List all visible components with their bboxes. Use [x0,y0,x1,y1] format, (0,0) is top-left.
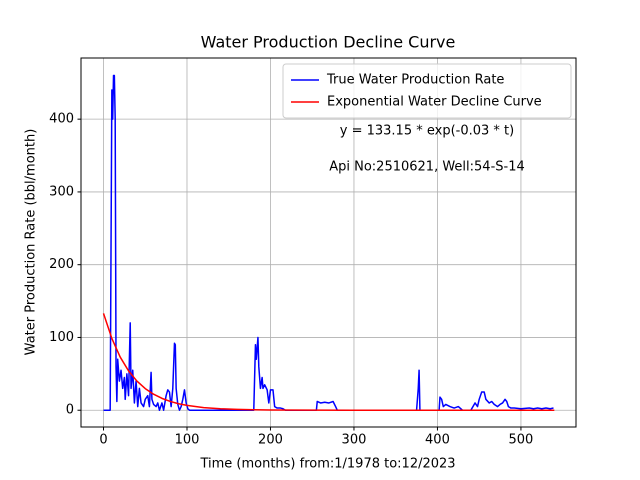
data-line [102,313,555,411]
x-axis-label: Time (months) from:1/1978 to:12/2023 [199,457,455,472]
legend-label: True Water Production Rate [326,73,504,88]
x-tick-label: 300 [342,433,367,448]
y-tick-label: 300 [49,184,74,199]
plot-area [102,74,555,411]
y-tick-label: 100 [49,330,74,345]
annotation: Api No:2510621, Well:54-S-14 [329,160,525,175]
x-tick-label: 400 [425,433,450,448]
y-tick-label: 0 [66,403,74,418]
grid [81,58,576,427]
y-tick-label: 200 [49,257,74,272]
axes-frame [80,57,577,428]
legend-box [282,63,572,119]
x-tick-label: 100 [175,433,200,448]
data-line [103,74,554,411]
chart-title: Water Production Decline Curve [201,33,456,52]
annotation: y = 133.15 * exp(-0.03 * t) [340,124,514,139]
x-tick-label: 200 [258,433,283,448]
x-tick-label: 500 [509,433,534,448]
y-axis-label: Water Production Rate (bbl/month) [24,129,39,356]
x-tick-label: 0 [99,433,107,448]
legend: True Water Production Rate Exponential Wa… [282,63,572,119]
legend-label: Exponential Water Decline Curve [327,95,542,110]
y-tick-label: 400 [49,112,74,127]
